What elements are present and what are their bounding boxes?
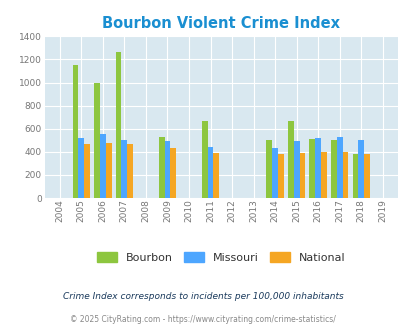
Bar bbox=[271, 148, 277, 198]
Bar bbox=[201, 121, 207, 198]
Bar bbox=[78, 138, 84, 198]
Bar bbox=[100, 135, 105, 198]
Bar bbox=[207, 147, 213, 198]
Bar bbox=[309, 139, 315, 198]
Legend: Bourbon, Missouri, National: Bourbon, Missouri, National bbox=[97, 252, 345, 263]
Bar bbox=[287, 121, 293, 198]
Bar bbox=[170, 148, 176, 198]
Bar bbox=[72, 65, 78, 198]
Bar bbox=[266, 140, 271, 198]
Bar bbox=[105, 143, 111, 198]
Bar bbox=[213, 153, 219, 198]
Bar bbox=[336, 137, 342, 198]
Bar bbox=[115, 52, 121, 198]
Bar bbox=[299, 153, 305, 198]
Bar bbox=[277, 153, 283, 198]
Bar bbox=[352, 153, 358, 198]
Bar bbox=[320, 152, 326, 198]
Bar bbox=[358, 140, 363, 198]
Bar bbox=[315, 138, 320, 198]
Bar bbox=[121, 140, 127, 198]
Bar bbox=[127, 144, 133, 198]
Bar bbox=[330, 140, 336, 198]
Title: Bourbon Violent Crime Index: Bourbon Violent Crime Index bbox=[102, 16, 339, 31]
Bar bbox=[342, 152, 347, 198]
Text: © 2025 CityRating.com - https://www.cityrating.com/crime-statistics/: © 2025 CityRating.com - https://www.city… bbox=[70, 315, 335, 324]
Bar bbox=[293, 141, 299, 198]
Bar bbox=[158, 137, 164, 198]
Bar bbox=[84, 144, 90, 198]
Bar bbox=[94, 82, 100, 198]
Bar bbox=[363, 154, 369, 198]
Bar bbox=[164, 141, 170, 198]
Text: Crime Index corresponds to incidents per 100,000 inhabitants: Crime Index corresponds to incidents per… bbox=[62, 292, 343, 301]
